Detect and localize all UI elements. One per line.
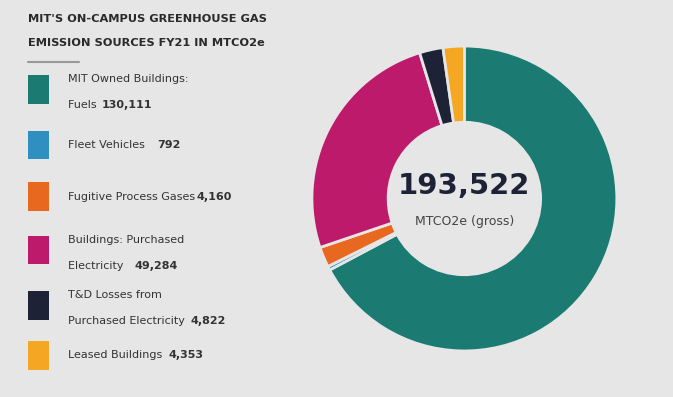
Text: 4,160: 4,160 [197,191,232,202]
Text: 193,522: 193,522 [398,172,530,200]
Wedge shape [328,233,397,270]
Text: Buildings: Purchased: Buildings: Purchased [68,235,184,245]
Text: 792: 792 [157,140,180,150]
Text: T&D Losses from: T&D Losses from [68,290,162,301]
Text: Leased Buildings: Leased Buildings [68,350,169,360]
FancyBboxPatch shape [28,236,48,264]
Text: Leased Buildings: Leased Buildings [68,350,169,360]
Text: Fuels: Fuels [68,100,100,110]
Text: EMISSION SOURCES FY21 IN MTCO2e: EMISSION SOURCES FY21 IN MTCO2e [28,38,265,48]
FancyBboxPatch shape [28,75,48,104]
Text: 4,353: 4,353 [168,350,203,360]
Text: Purchased Electricity: Purchased Electricity [68,316,188,326]
Text: 49,284: 49,284 [135,260,178,271]
Wedge shape [420,48,454,125]
FancyBboxPatch shape [28,341,48,370]
Wedge shape [312,53,442,247]
Text: Electricity: Electricity [68,260,127,271]
Text: MIT Owned Buildings:: MIT Owned Buildings: [68,74,188,84]
Wedge shape [330,46,617,351]
Text: Fleet Vehicles: Fleet Vehicles [68,140,151,150]
Text: MIT'S ON-CAMPUS GREENHOUSE GAS: MIT'S ON-CAMPUS GREENHOUSE GAS [28,14,267,24]
FancyBboxPatch shape [28,291,48,320]
Wedge shape [443,46,464,123]
Text: 4,822: 4,822 [190,316,226,326]
Text: Fleet Vehicles: Fleet Vehicles [68,140,151,150]
Text: Fugitive Process Gases: Fugitive Process Gases [68,191,199,202]
Wedge shape [320,223,396,266]
Text: 130,111: 130,111 [102,100,152,110]
Text: Fugitive Process Gases: Fugitive Process Gases [68,191,199,202]
Text: MTCO2e (gross): MTCO2e (gross) [415,215,514,228]
FancyBboxPatch shape [28,182,48,211]
FancyBboxPatch shape [28,131,48,159]
